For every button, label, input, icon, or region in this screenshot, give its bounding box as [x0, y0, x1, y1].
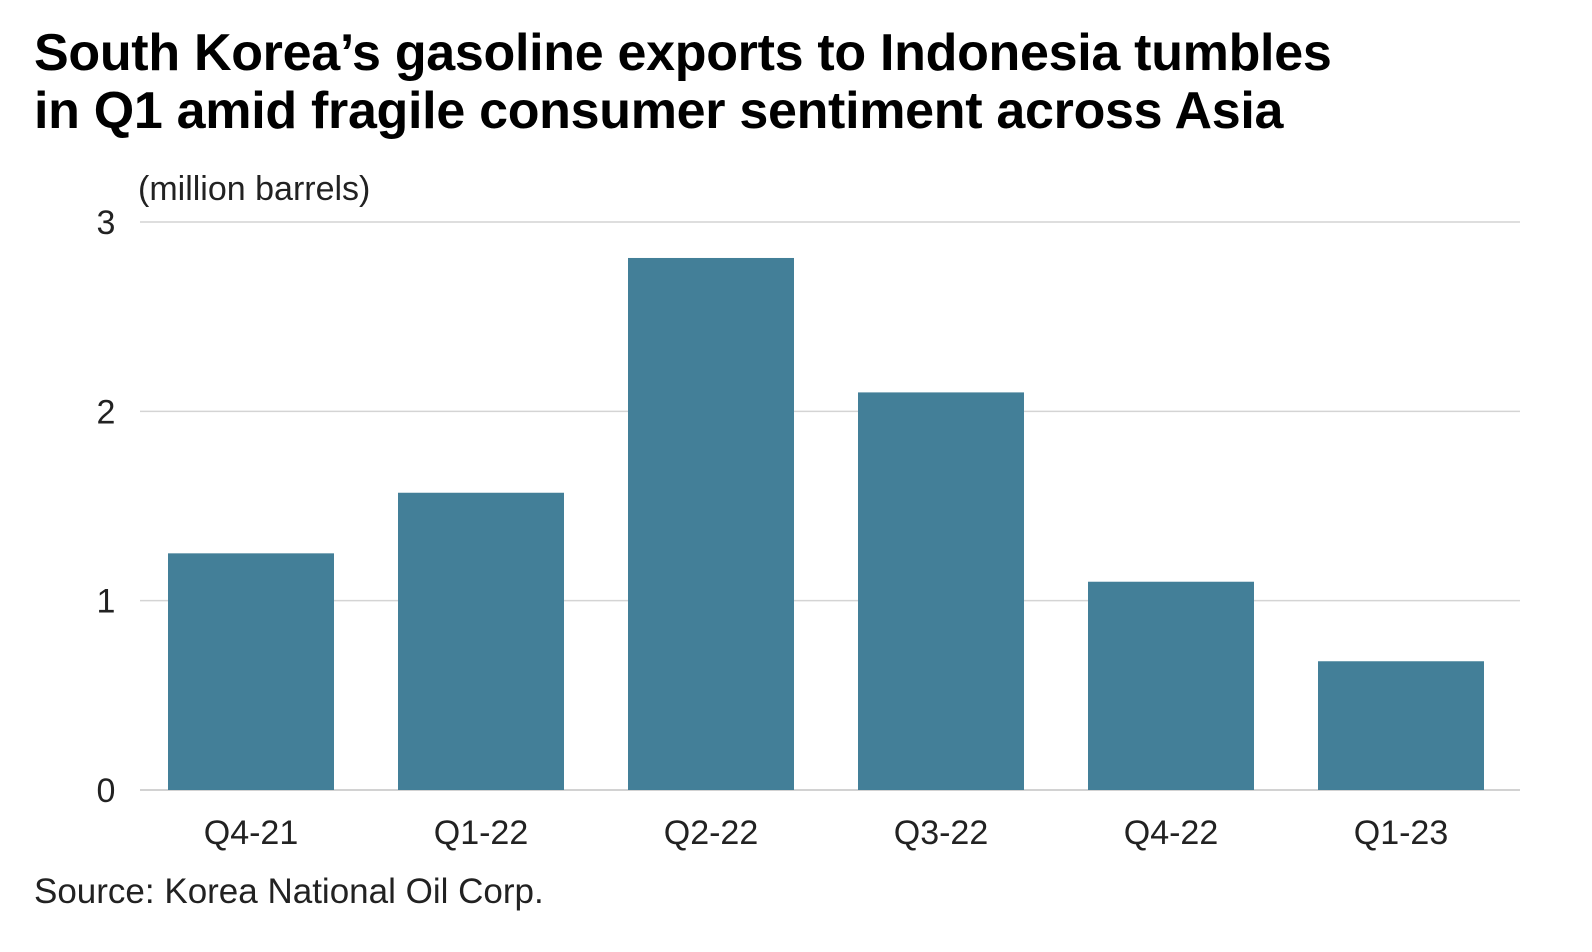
bar-q3-22 — [858, 392, 1024, 790]
y-tick-label: 3 — [97, 204, 116, 242]
x-tick-label: Q1-23 — [1354, 814, 1449, 852]
gridlines — [140, 221, 1520, 791]
y-tick-label: 2 — [97, 393, 116, 431]
x-tick-label: Q4-21 — [204, 814, 299, 852]
y-tick-label: 0 — [97, 772, 116, 810]
bar-q1-23 — [1318, 661, 1484, 790]
y-tick-label: 1 — [97, 583, 116, 621]
bar-q1-22 — [398, 492, 564, 790]
bars — [168, 257, 1484, 790]
x-tick-label: Q4-22 — [1124, 814, 1219, 852]
chart-title: South Korea’s gasoline exports to Indone… — [34, 24, 1554, 140]
chart-title-line-1: South Korea’s gasoline exports to Indone… — [34, 24, 1332, 82]
bar-q4-21 — [168, 553, 334, 790]
x-tick-label: Q3-22 — [894, 814, 989, 852]
x-axis-ticks: Q4-21 Q1-22 Q2-22 Q3-22 Q4-22 Q1-23 — [204, 814, 1449, 852]
y-axis-unit-label: (million barrels) — [138, 170, 371, 208]
y-axis-ticks: 0 1 2 3 — [97, 204, 116, 810]
chart-title-line-2: in Q1 amid fragile consumer sentiment ac… — [34, 82, 1284, 140]
bar-q4-22 — [1088, 581, 1254, 790]
x-tick-label: Q2-22 — [664, 814, 759, 852]
source-note: Source: Korea National Oil Corp. — [34, 872, 544, 911]
x-tick-label: Q1-22 — [434, 814, 529, 852]
bar-q2-22 — [628, 257, 794, 790]
